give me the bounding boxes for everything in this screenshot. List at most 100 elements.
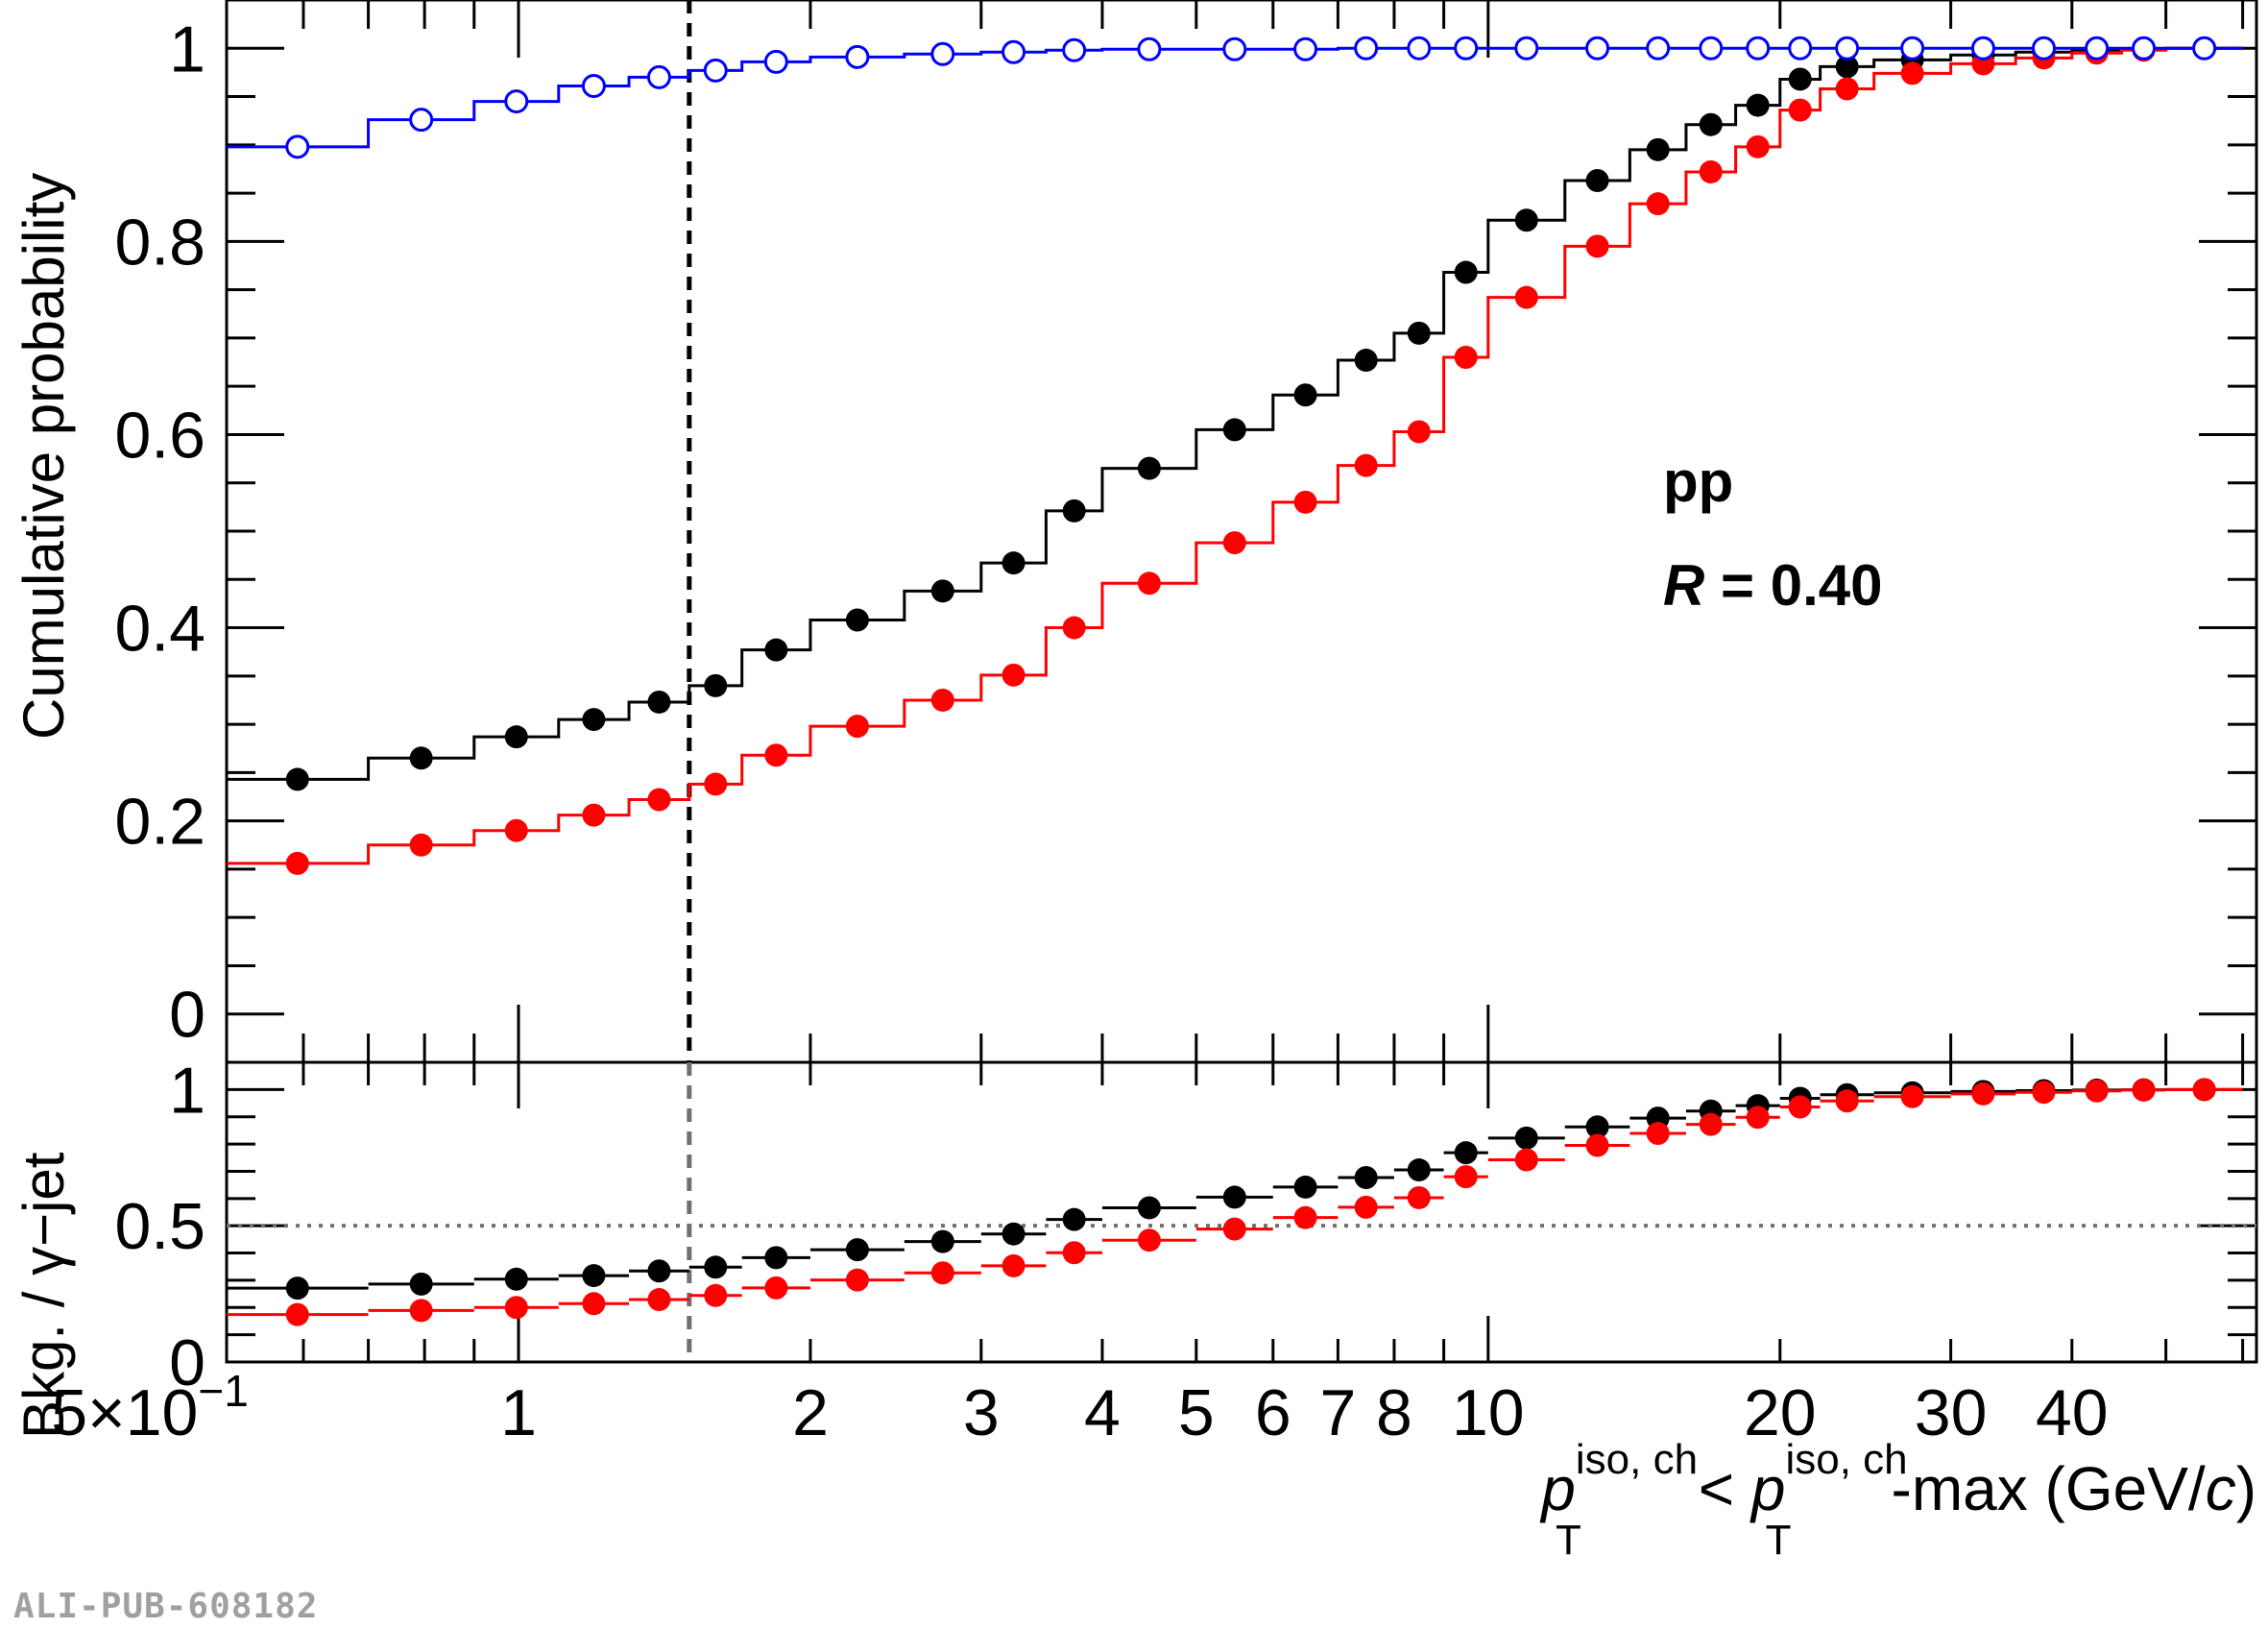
red-step-histogram	[227, 46, 2243, 865]
red-filled-point	[1062, 616, 1086, 640]
black-ratio-point	[582, 1264, 606, 1288]
red-filled-point	[409, 833, 433, 857]
y-axis-title-bottom: Bkg. / γ−jet	[12, 1152, 76, 1439]
black-ratio-point	[1222, 1185, 1246, 1209]
system-label: pp	[1663, 450, 1733, 514]
x-tick-label: 30	[1915, 1376, 1988, 1449]
red-ratio-point	[409, 1299, 433, 1323]
red-filled-point	[647, 788, 671, 812]
red-ratio-point	[1971, 1082, 1995, 1106]
black-filled-point	[1746, 93, 1770, 117]
black-filled-point	[1788, 67, 1812, 91]
red-filled-point	[704, 772, 728, 796]
black-filled-point	[1514, 208, 1538, 232]
ratio-panel: 00.51 5×10−1 1 2 3 4 5 6 7 8 10 20 30 40 Bkg. / γ−je…	[12, 1054, 2258, 1564]
red-ratio-point	[1454, 1165, 1478, 1189]
black-ratio-point	[1293, 1175, 1317, 1199]
x-title-p1: p	[1539, 1454, 1576, 1523]
red-ratio-point	[930, 1261, 954, 1285]
black-filled-point	[1293, 383, 1317, 407]
red-filled-point	[582, 803, 606, 827]
blue-open-point	[2132, 36, 2157, 61]
y-axis-title-top: Cumulative probability	[12, 173, 76, 740]
bottom-axis-ticks	[225, 1062, 2256, 1364]
black-ratio-point	[1585, 1115, 1609, 1139]
ratio-y-tick-label: 1	[169, 1054, 205, 1127]
red-ratio-point	[1222, 1217, 1246, 1241]
blue-open-point	[1835, 36, 1860, 61]
red-ratio-point	[1354, 1195, 1378, 1219]
black-filled-point	[1062, 498, 1086, 523]
blue-open-point	[2192, 36, 2217, 61]
red-ratio-point	[1835, 1089, 1859, 1113]
black-ratio-point	[1137, 1196, 1161, 1220]
blue-open-point	[1746, 36, 1771, 61]
black-filled-point	[1646, 137, 1670, 161]
top-plot-frame	[225, 0, 2258, 1064]
x-tick-exponent: −1	[198, 1366, 248, 1416]
blue-open-point	[763, 49, 788, 74]
red-ratio-point	[2132, 1078, 2156, 1102]
black-ratio-point	[647, 1259, 671, 1283]
red-ratio-point	[1585, 1133, 1609, 1157]
blue-open-point	[2032, 36, 2057, 61]
red-filled-point	[1293, 490, 1317, 514]
red-filled-point	[1514, 285, 1538, 309]
red-filled-point	[1001, 663, 1025, 687]
red-filled-point	[504, 818, 528, 842]
red-filled-point	[1646, 192, 1670, 216]
black-ratio-point	[930, 1229, 954, 1253]
x-title-suffix: -max (GeV/	[1892, 1454, 2206, 1523]
red-filled-point	[764, 743, 788, 767]
black-filled-point	[647, 690, 671, 714]
black-ratio-point	[1514, 1126, 1538, 1150]
y-tick-label: 1	[169, 12, 205, 85]
red-ratio-point	[2032, 1081, 2056, 1105]
blue-open-point	[1137, 36, 1162, 61]
x-tick-label: 5	[1178, 1376, 1215, 1449]
red-ratio-point	[764, 1276, 788, 1300]
x-title-close: )	[2236, 1454, 2256, 1523]
y-tick-label: 0.4	[114, 593, 205, 666]
black-filled-point	[285, 767, 309, 791]
red-ratio-point	[1407, 1185, 1431, 1209]
red-ratio-point	[1900, 1084, 1924, 1108]
blue-open-point	[1454, 36, 1479, 61]
blue-open-point	[1407, 36, 1432, 61]
red-filled-point	[1222, 531, 1246, 555]
radius-symbol: R	[1663, 553, 1704, 618]
black-ratio-point	[409, 1272, 433, 1296]
radius-value: = 0.40	[1704, 553, 1882, 618]
x-tick-label: 2	[792, 1376, 829, 1449]
black-filled-point	[1835, 55, 1859, 79]
black-filled-point	[1454, 260, 1478, 284]
x-title-sup1: iso, ch	[1576, 1436, 1698, 1483]
bottom-y-tick-labels: 00.51	[114, 1054, 205, 1399]
blue-open-point	[703, 58, 728, 83]
blue-open-point	[646, 64, 671, 89]
blue-open-point	[1699, 36, 1724, 61]
red-ratio-point	[704, 1283, 728, 1307]
blue-open-point	[845, 44, 870, 69]
blue-open-point	[1354, 36, 1379, 61]
red-ratio-point	[1062, 1241, 1086, 1265]
black-ratio-point	[845, 1238, 869, 1262]
blue-open-point	[930, 41, 955, 66]
x-tick-label: 40	[2036, 1376, 2109, 1449]
blue-open-point	[1646, 36, 1671, 61]
publication-id: ALI-PUB-608182	[13, 1587, 319, 1626]
red-ratio-point	[1293, 1205, 1317, 1229]
black-ratio-point	[1354, 1165, 1378, 1189]
black-ratio-point	[1062, 1207, 1086, 1231]
x-title-sup2: iso, ch	[1785, 1436, 1907, 1483]
blue-open-point	[504, 89, 529, 114]
red-ratio-point	[1646, 1122, 1670, 1146]
black-ratio-point	[704, 1255, 728, 1279]
red-filled-point	[1788, 98, 1812, 122]
red-ratio-point	[2192, 1078, 2216, 1102]
black-filled-point	[1699, 112, 1723, 136]
x-tick-label: 5×10−1	[51, 1366, 249, 1449]
red-filled-point	[845, 715, 869, 739]
red-ratio-point	[845, 1268, 869, 1292]
blue-open-point	[1514, 36, 1539, 61]
